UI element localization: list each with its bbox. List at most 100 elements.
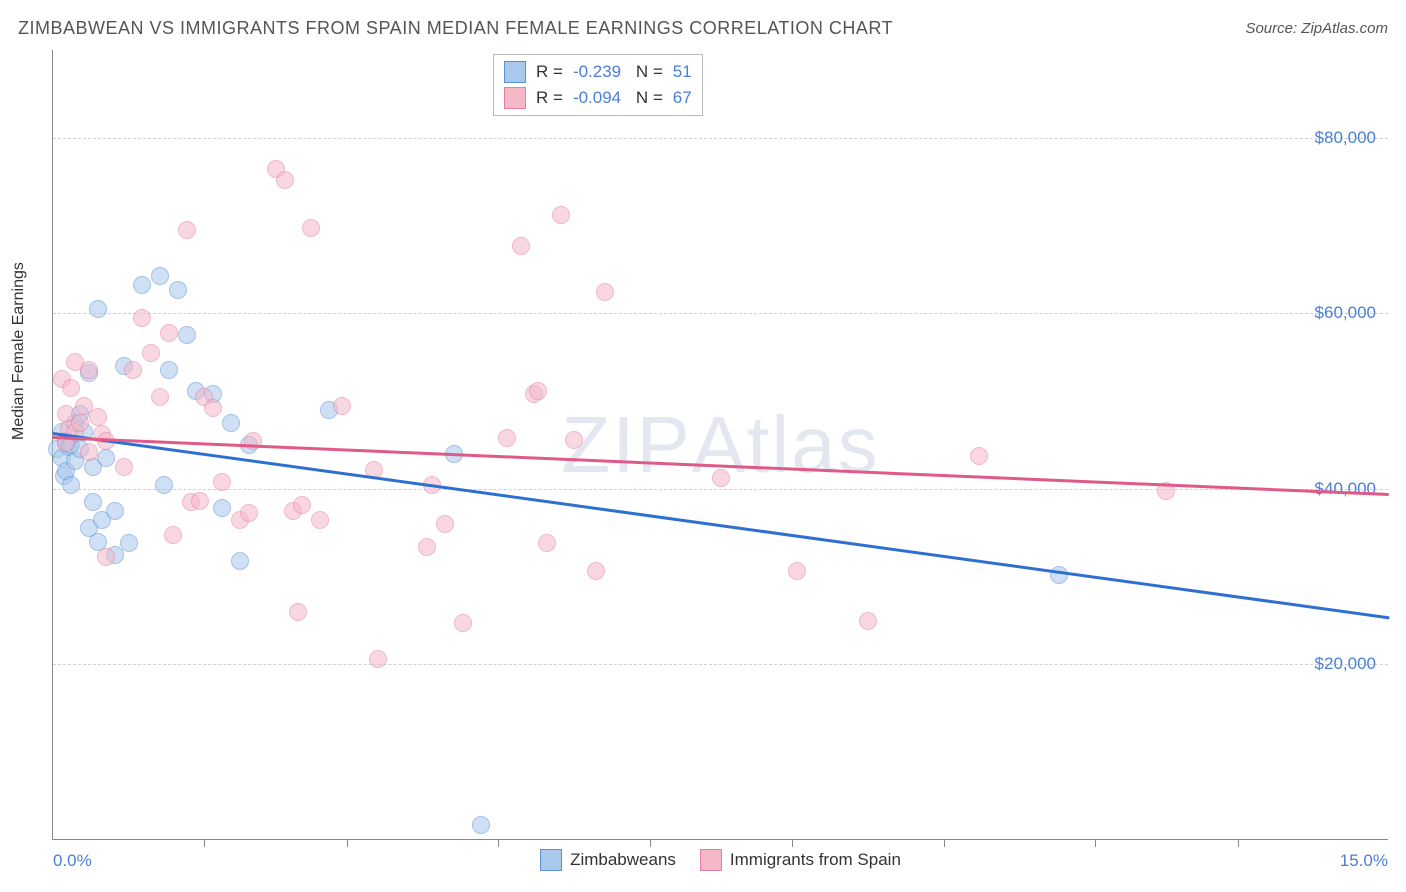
legend-swatch-1 bbox=[700, 849, 722, 871]
data-point bbox=[213, 499, 231, 517]
data-point bbox=[169, 281, 187, 299]
data-point bbox=[240, 504, 258, 522]
chart-container: ZIMBABWEAN VS IMMIGRANTS FROM SPAIN MEDI… bbox=[0, 0, 1406, 892]
data-point bbox=[418, 538, 436, 556]
data-point bbox=[1050, 566, 1068, 584]
data-point bbox=[552, 206, 570, 224]
data-point bbox=[120, 534, 138, 552]
data-point bbox=[436, 515, 454, 533]
data-point bbox=[454, 614, 472, 632]
data-point bbox=[151, 388, 169, 406]
data-point bbox=[333, 397, 351, 415]
x-tick bbox=[792, 839, 793, 847]
y-tick-label: $60,000 bbox=[1315, 303, 1376, 323]
chart-title: ZIMBABWEAN VS IMMIGRANTS FROM SPAIN MEDI… bbox=[18, 18, 893, 39]
data-point bbox=[222, 414, 240, 432]
stats-row-1: R = -0.094 N = 67 bbox=[504, 85, 692, 111]
data-point bbox=[788, 562, 806, 580]
data-point bbox=[859, 612, 877, 630]
data-point bbox=[204, 399, 222, 417]
data-point bbox=[89, 300, 107, 318]
source-label: Source: ZipAtlas.com bbox=[1245, 20, 1388, 37]
data-point bbox=[115, 458, 133, 476]
data-point bbox=[472, 816, 490, 834]
data-point bbox=[178, 326, 196, 344]
data-point bbox=[160, 324, 178, 342]
data-point bbox=[164, 526, 182, 544]
x-tick bbox=[347, 839, 348, 847]
data-point bbox=[498, 429, 516, 447]
stat-r-label: R = bbox=[536, 85, 563, 111]
stat-r-label: R = bbox=[536, 59, 563, 85]
data-point bbox=[587, 562, 605, 580]
y-tick-label: $20,000 bbox=[1315, 654, 1376, 674]
data-point bbox=[289, 603, 307, 621]
stat-n-label: N = bbox=[631, 85, 663, 111]
data-point bbox=[97, 449, 115, 467]
data-point bbox=[538, 534, 556, 552]
data-point bbox=[71, 414, 89, 432]
data-point bbox=[89, 408, 107, 426]
data-point bbox=[276, 171, 294, 189]
swatch-series-0 bbox=[504, 61, 526, 83]
data-point bbox=[512, 237, 530, 255]
y-tick-label: $80,000 bbox=[1315, 128, 1376, 148]
data-point bbox=[106, 502, 124, 520]
data-point bbox=[133, 309, 151, 327]
grid-line bbox=[53, 313, 1388, 314]
data-point bbox=[62, 476, 80, 494]
data-point bbox=[565, 431, 583, 449]
data-point bbox=[293, 496, 311, 514]
data-point bbox=[529, 382, 547, 400]
data-point bbox=[97, 548, 115, 566]
legend-label-1: Immigrants from Spain bbox=[730, 850, 901, 870]
data-point bbox=[191, 492, 209, 510]
data-point bbox=[84, 493, 102, 511]
grid-line bbox=[53, 489, 1388, 490]
legend-swatch-0 bbox=[540, 849, 562, 871]
data-point bbox=[970, 447, 988, 465]
stat-n-value-1: 67 bbox=[673, 85, 692, 111]
data-point bbox=[80, 443, 98, 461]
trend-line bbox=[53, 432, 1389, 619]
bottom-legend: Zimbabweans Immigrants from Spain bbox=[53, 849, 1388, 871]
data-point bbox=[124, 361, 142, 379]
stat-n-value-0: 51 bbox=[673, 59, 692, 85]
data-point bbox=[155, 476, 173, 494]
x-tick bbox=[204, 839, 205, 847]
data-point bbox=[231, 552, 249, 570]
plot-area: ZIPAtlas R = -0.239 N = 51 R = -0.094 N … bbox=[52, 50, 1388, 840]
x-tick bbox=[650, 839, 651, 847]
data-point bbox=[80, 361, 98, 379]
x-tick bbox=[498, 839, 499, 847]
legend-item-0: Zimbabweans bbox=[540, 849, 676, 871]
stat-r-value-0: -0.239 bbox=[573, 59, 621, 85]
data-point bbox=[62, 379, 80, 397]
title-bar: ZIMBABWEAN VS IMMIGRANTS FROM SPAIN MEDI… bbox=[18, 18, 1388, 39]
x-tick bbox=[1095, 839, 1096, 847]
data-point bbox=[133, 276, 151, 294]
stat-n-label: N = bbox=[631, 59, 663, 85]
data-point bbox=[302, 219, 320, 237]
data-point bbox=[142, 344, 160, 362]
data-point bbox=[213, 473, 231, 491]
legend-label-0: Zimbabweans bbox=[570, 850, 676, 870]
stats-box: R = -0.239 N = 51 R = -0.094 N = 67 bbox=[493, 54, 703, 116]
x-tick bbox=[1238, 839, 1239, 847]
data-point bbox=[311, 511, 329, 529]
data-point bbox=[160, 361, 178, 379]
x-tick bbox=[944, 839, 945, 847]
data-point bbox=[151, 267, 169, 285]
y-axis-label: Median Female Earnings bbox=[10, 262, 28, 440]
grid-line bbox=[53, 138, 1388, 139]
legend-item-1: Immigrants from Spain bbox=[700, 849, 901, 871]
grid-line bbox=[53, 664, 1388, 665]
y-tick-label: $40,000 bbox=[1315, 479, 1376, 499]
data-point bbox=[596, 283, 614, 301]
data-point bbox=[178, 221, 196, 239]
swatch-series-1 bbox=[504, 87, 526, 109]
stat-r-value-1: -0.094 bbox=[573, 85, 621, 111]
stats-row-0: R = -0.239 N = 51 bbox=[504, 59, 692, 85]
data-point bbox=[712, 469, 730, 487]
data-point bbox=[369, 650, 387, 668]
